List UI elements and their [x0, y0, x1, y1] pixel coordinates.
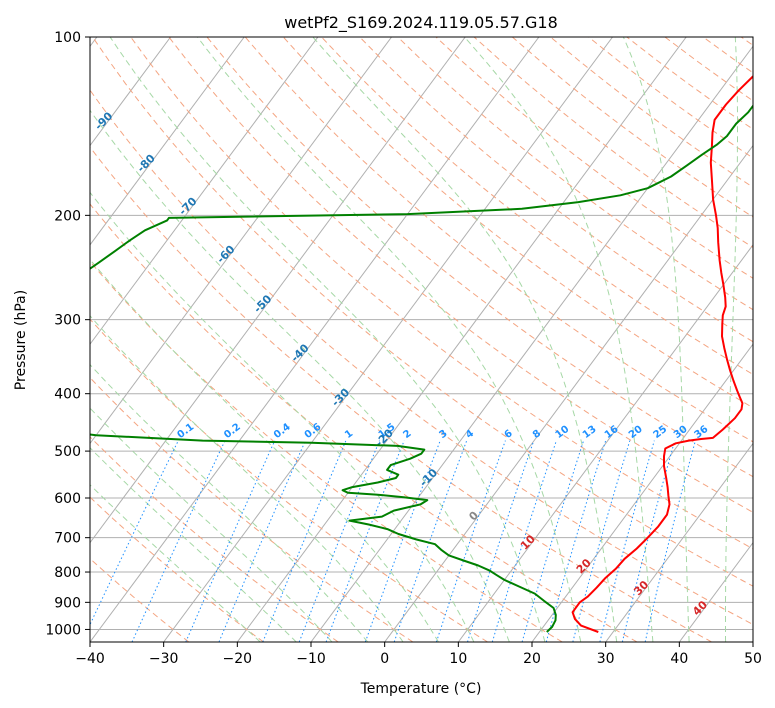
dry-adiabat-line: [90, 260, 563, 642]
x-tick-label: −10: [296, 651, 326, 667]
dry-adiabat-line: [92, 37, 753, 587]
y-tick-label: 900: [54, 595, 81, 611]
isobar-lines: [90, 37, 753, 630]
mixing-ratio-line: [599, 440, 655, 642]
x-tick-label: −20: [223, 651, 253, 667]
x-tick-label: −30: [149, 651, 179, 667]
dry-adiabat-line: [90, 146, 712, 642]
x-axis-title: Temperature (°C): [360, 681, 482, 697]
isotherm-line: [90, 37, 319, 345]
isotherm-line: [90, 37, 540, 642]
isotherm-line: [90, 37, 245, 246]
x-axis: −40 −30 −20 −10 0 10 20 30 40 50: [75, 642, 762, 667]
isotherm-line: [236, 37, 687, 642]
moist-adiabat-line: [90, 314, 404, 642]
y-axis-title: Pressure (hPa): [13, 290, 29, 390]
moist-adiabat-line: [197, 37, 582, 642]
isotherm-line: [605, 442, 753, 642]
mixing-ratio-line: [521, 440, 585, 642]
mixing-ratio-line: [545, 440, 607, 642]
moist-adiabat-line: [90, 407, 333, 642]
mixing-ratio-lines: [90, 440, 696, 642]
moist-adiabat-line: [90, 484, 261, 642]
dry-adiabat-line: [90, 376, 414, 642]
dry-adiabat-line: [168, 37, 753, 513]
mixing-ratio-line: [185, 440, 276, 642]
mixing-ratio-line: [491, 440, 557, 642]
y-tick-label: 300: [54, 313, 81, 329]
moist-adiabat-line: [90, 109, 510, 642]
mixing-ratio-line: [644, 440, 696, 642]
dry-adiabat-line: [206, 37, 753, 478]
moist-adiabat-line: [90, 447, 297, 642]
dry-adiabat-line: [359, 37, 753, 343]
x-tick-label: 40: [670, 651, 688, 667]
dry-adiabat-line: [397, 37, 753, 311]
moist-adiabat-line: [90, 258, 439, 642]
y-tick-label: 200: [54, 208, 81, 224]
moist-adiabat-line: [622, 37, 690, 642]
y-tick-label: 800: [54, 565, 81, 581]
dewpoint-line: [90, 104, 753, 633]
moist-adiabat-line: [312, 37, 618, 642]
y-tick-label: 500: [54, 444, 81, 460]
temperature-line: [571, 75, 753, 633]
x-tick-label: 50: [744, 651, 762, 667]
isotherm-line: [457, 244, 753, 642]
y-tick-label: 400: [54, 387, 81, 403]
isotherm-line: [384, 144, 753, 642]
mixing-ratio-line: [393, 440, 468, 642]
isotherm-line: [90, 37, 466, 544]
chart-title: wetPf2_S169.2024.119.05.57.G18: [284, 13, 558, 33]
x-tick-label: 0: [380, 651, 389, 667]
moist-adiabat-line: [109, 37, 546, 642]
dry-adiabat-line: [321, 37, 753, 376]
mixing-ratio-line: [572, 440, 631, 642]
y-tick-label: 600: [54, 491, 81, 507]
profile-series: [90, 75, 753, 633]
mixing-ratio-line: [218, 440, 306, 642]
plot-area: 0.10.20.40.611.52346810131620253036-100-…: [90, 37, 753, 642]
y-tick-label: 1000: [45, 622, 81, 638]
moist-adiabat-line: [464, 37, 654, 642]
moist-adiabat-lines: [90, 37, 738, 642]
x-tick-label: 10: [449, 651, 467, 667]
y-tick-label: 100: [54, 30, 81, 46]
x-tick-label: −40: [75, 651, 105, 667]
dry-adiabat-line: [90, 203, 638, 642]
y-tick-label: 700: [54, 531, 81, 547]
dry-adiabat-line: [90, 89, 753, 626]
plot-frame: [89, 36, 754, 643]
y-axis: 100 200 300 400 500 600 700 800 900 1000: [45, 30, 90, 638]
isotherm-line: [90, 37, 171, 147]
x-tick-label: 30: [597, 651, 615, 667]
dry-adiabat-line: [130, 37, 753, 550]
moist-adiabat-line: [725, 37, 738, 642]
isotherm-line: [90, 37, 392, 445]
isotherm-lines: [90, 37, 753, 642]
isotherm-line: [531, 343, 753, 642]
mixing-ratio-line: [621, 440, 676, 642]
x-tick-label: 20: [523, 651, 541, 667]
moist-adiabat-line: [90, 363, 369, 642]
isotherm-line: [163, 37, 613, 642]
isotherm-line: [310, 45, 753, 642]
mixing-ratio-line: [364, 440, 441, 642]
